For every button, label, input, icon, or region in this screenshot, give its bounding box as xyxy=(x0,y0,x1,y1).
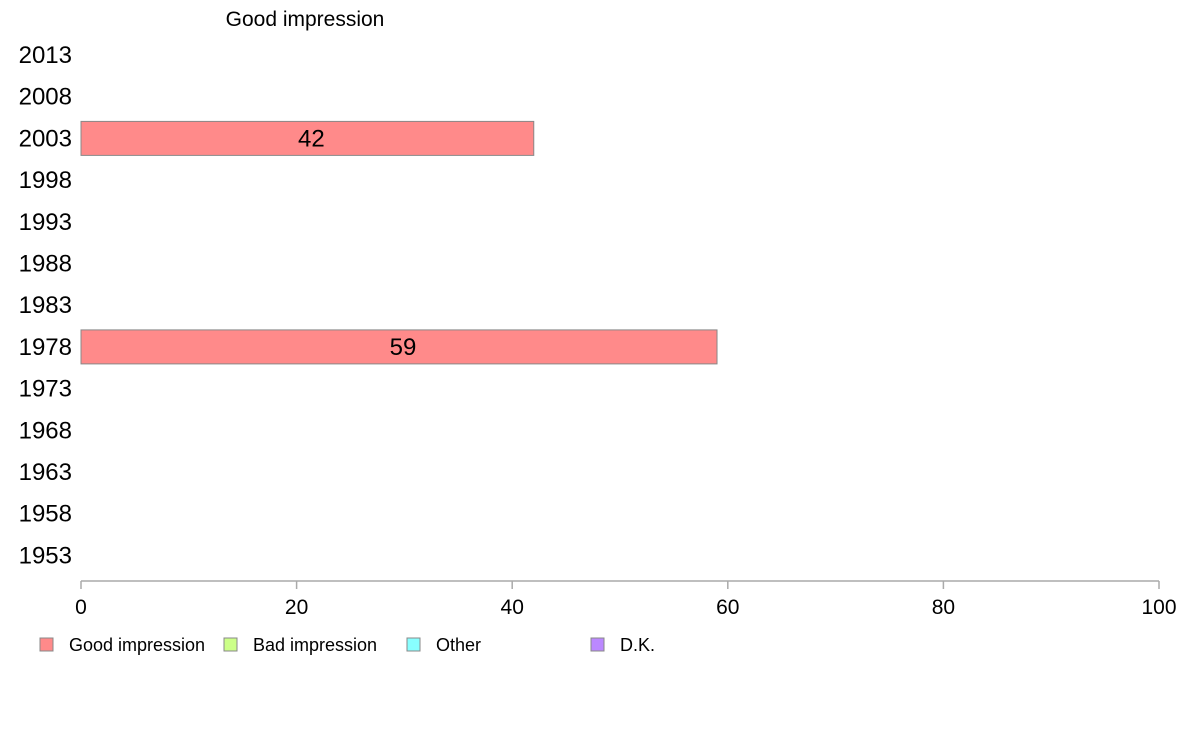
bar-value-label: 42 xyxy=(298,125,325,152)
legend: Good impression Bad impression Other D.K. xyxy=(39,635,655,655)
category-label: 1983 xyxy=(19,292,72,319)
bar xyxy=(80,329,718,365)
x-tick-label: 20 xyxy=(285,596,308,619)
x-tick-label: 80 xyxy=(932,596,955,619)
legend-swatch xyxy=(39,637,54,652)
category-label: 1998 xyxy=(19,167,72,194)
legend-swatch xyxy=(590,637,605,652)
category-label: 1993 xyxy=(19,209,72,236)
category-label: 1953 xyxy=(19,542,72,569)
category-label: 1958 xyxy=(19,501,72,528)
x-tick-label: 60 xyxy=(716,596,739,619)
category-label: 1968 xyxy=(19,417,72,444)
category-label: 2008 xyxy=(19,84,72,111)
legend-swatch xyxy=(223,637,238,652)
x-tick-label: 100 xyxy=(1141,596,1176,619)
x-axis: 0 20 40 60 80 100 xyxy=(75,580,1177,619)
chart-title: Good impression xyxy=(226,8,385,31)
category-labels: 2013 2008 2003 1998 1993 1988 1983 1978 1973 1968… xyxy=(19,42,72,569)
bar-value-label: 59 xyxy=(390,334,417,361)
legend-label: Bad impression xyxy=(253,635,377,655)
legend-label: Other xyxy=(436,635,481,655)
x-tick-label: 40 xyxy=(501,596,524,619)
legend-swatch xyxy=(406,637,421,652)
x-tick-label: 0 xyxy=(75,596,87,619)
category-label: 1978 xyxy=(19,334,72,361)
category-label: 1973 xyxy=(19,376,72,403)
category-label: 1963 xyxy=(19,459,72,486)
legend-label: D.K. xyxy=(620,635,655,655)
category-label: 2003 xyxy=(19,125,72,152)
bars: 42 59 xyxy=(80,120,718,365)
category-label: 1988 xyxy=(19,251,72,278)
bar xyxy=(80,120,535,156)
category-label: 2013 xyxy=(19,42,72,69)
legend-label: Good impression xyxy=(69,635,205,655)
